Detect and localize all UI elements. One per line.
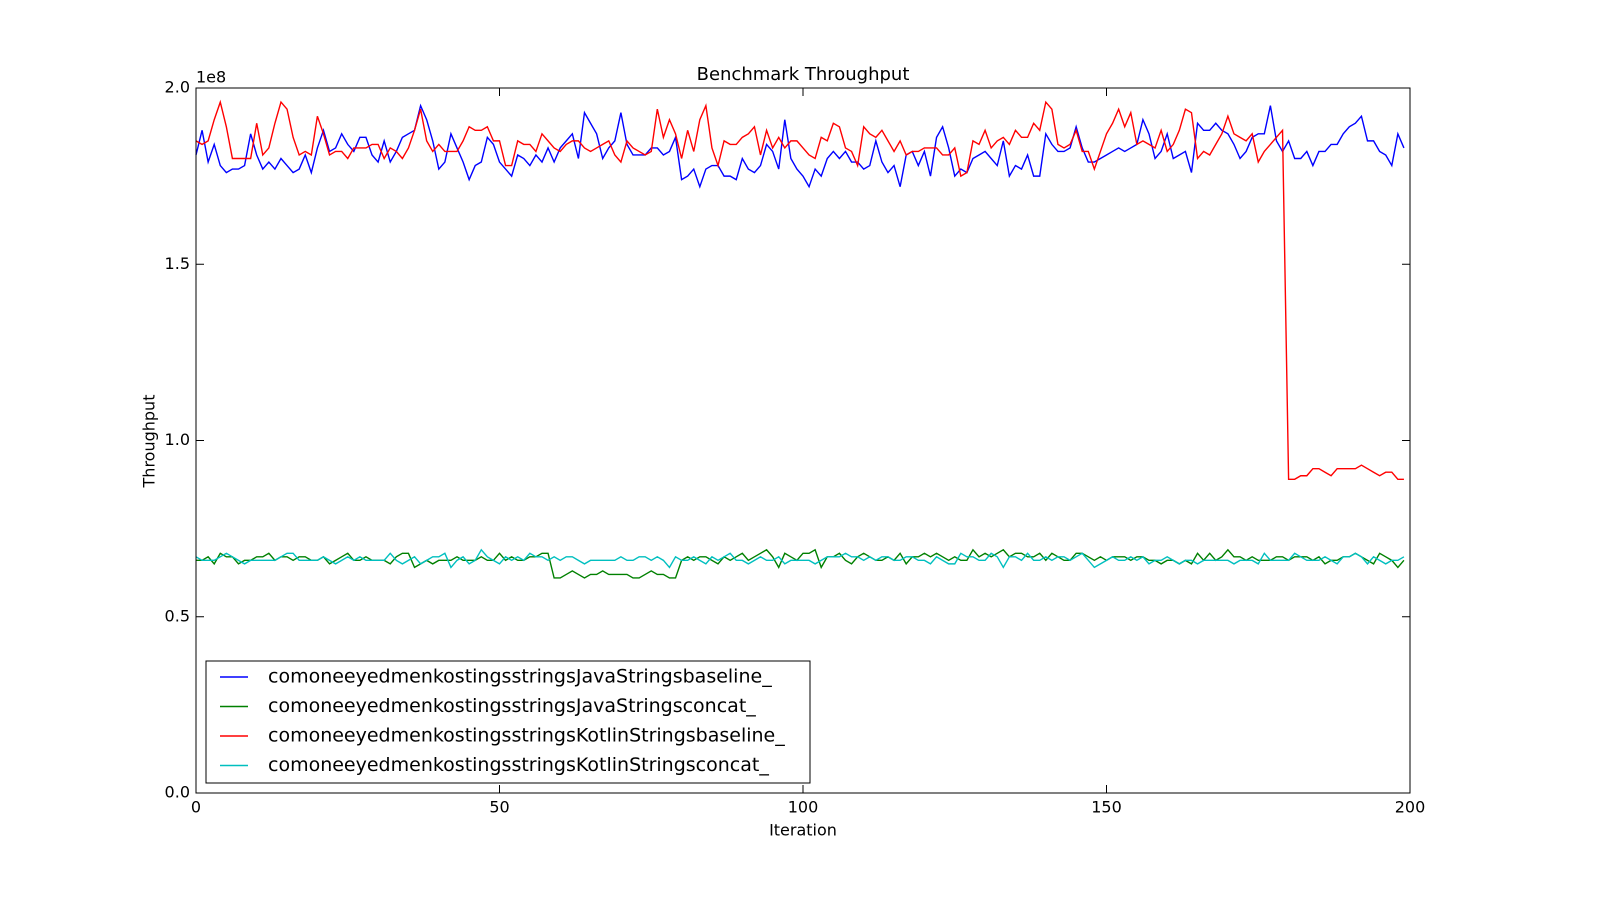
y-axis-label: Throughput	[140, 395, 159, 489]
y-tick-label: 1.5	[165, 254, 190, 273]
chart-title: Benchmark Throughput	[697, 64, 910, 85]
series-line	[195, 99, 1404, 480]
y-tick-label: 2.0	[165, 78, 190, 97]
x-tick-label: 50	[489, 798, 509, 817]
x-tick-label: 0	[191, 798, 201, 817]
legend-label: comoneeyedmenkostingsstringsKotlinString…	[268, 754, 769, 776]
x-tick-label: 100	[788, 798, 819, 817]
series-line	[195, 103, 1405, 189]
y-tick-label: 0.0	[165, 783, 190, 802]
x-axis-label: Iteration	[769, 821, 837, 840]
series-line	[196, 548, 1405, 579]
y-tick-label: 0.5	[165, 606, 190, 625]
legend-label: comoneeyedmenkostingsstringsKotlinString…	[268, 725, 785, 747]
legend-label: comoneeyedmenkostingsstringsJavaStringsc…	[268, 695, 756, 717]
x-tick-label: 200	[1395, 798, 1426, 817]
y-tick-label: 1.0	[165, 430, 190, 449]
x-tick-label: 150	[1091, 798, 1122, 817]
legend-box	[205, 660, 811, 784]
y-offset-label: 1e8	[196, 68, 226, 87]
legend: comoneeyedmenkostingsstringsJavaStringsb…	[205, 660, 811, 784]
series-line	[195, 548, 1405, 569]
legend-label: comoneeyedmenkostingsstringsJavaStringsb…	[268, 666, 772, 688]
